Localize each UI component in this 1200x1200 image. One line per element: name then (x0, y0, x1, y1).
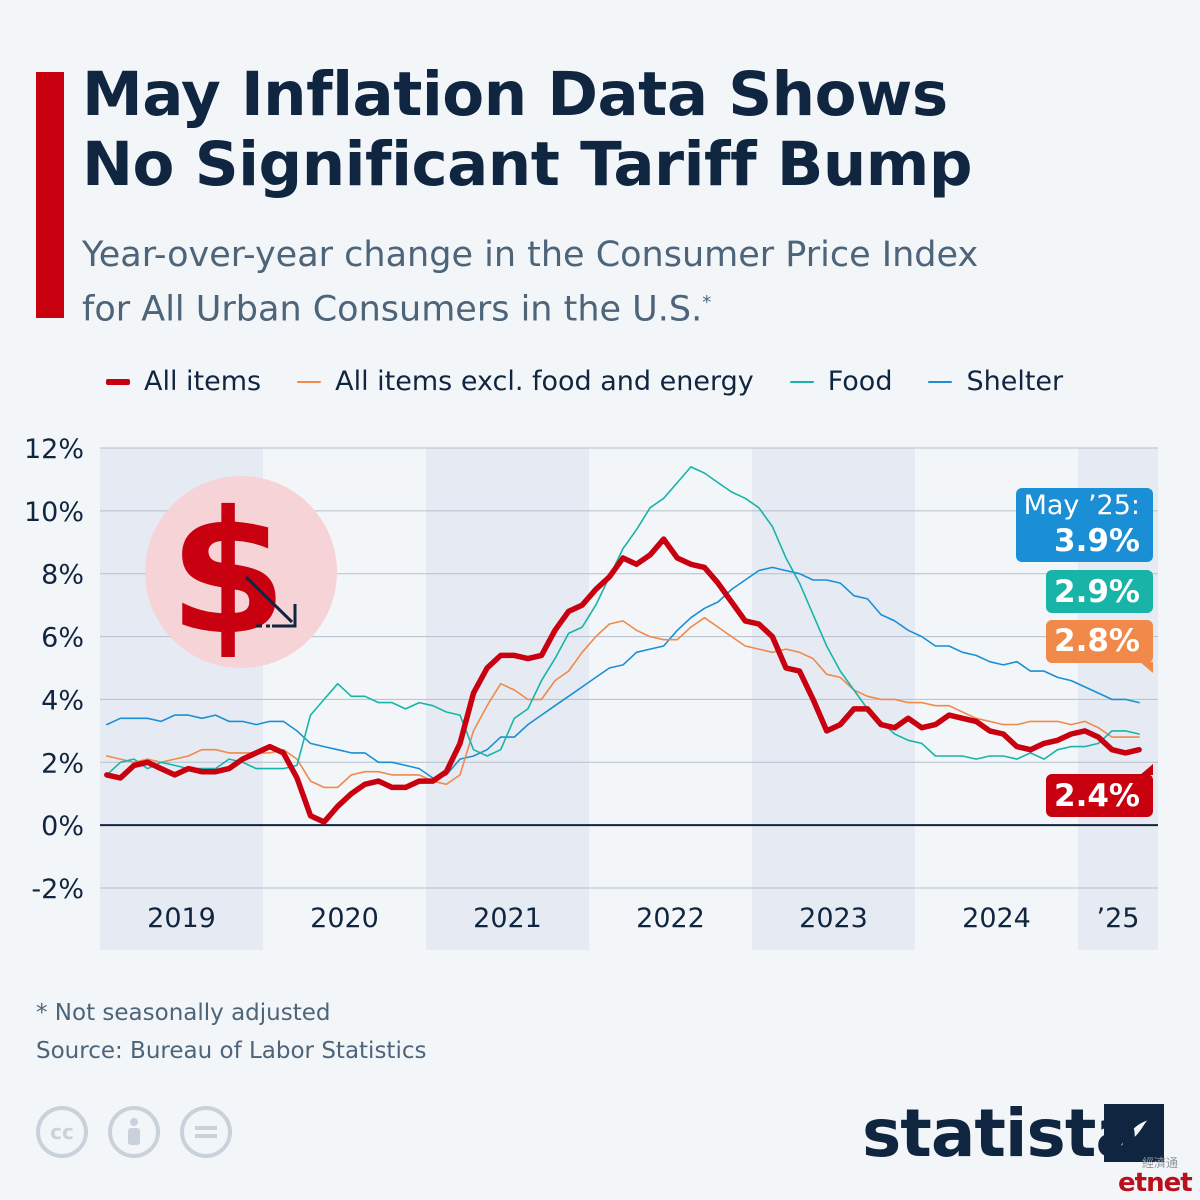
y-tick-labels: 12% 10% 8% 6% 4% 2% 0% -2% (24, 434, 84, 905)
callouts: May ’25:3.9% 2.9% 2.8% 2.4% (1016, 488, 1153, 817)
legend-label-food: Food (827, 366, 893, 397)
watermark-chinese: 經濟通 (1142, 1156, 1179, 1170)
callout-box-core (1046, 620, 1153, 663)
callout-value-food: 2.9% (1054, 574, 1140, 610)
legend-item-core: All items excl. food and energy (297, 366, 754, 397)
series-line-food (106, 466, 1140, 776)
legend-label-all-items: All items (144, 366, 262, 397)
legend-label-shelter: Shelter (966, 366, 1064, 397)
statista-logo-icon (1104, 1104, 1164, 1162)
attribution-icon[interactable] (108, 1106, 160, 1158)
callout-box-food (1046, 570, 1153, 613)
source-note: Source: Bureau of Labor Statistics (36, 1038, 427, 1064)
legend-swatch-food (789, 380, 814, 383)
chart-legend: All items All items excl. food and energ… (106, 366, 1099, 397)
year-label: 2024 (962, 903, 1031, 934)
legend-swatch-all-items (106, 378, 130, 385)
y-tick-label: 8% (41, 560, 84, 591)
callout-pointer-all-items (1140, 764, 1153, 775)
creative-commons-icon[interactable]: cc (36, 1106, 88, 1158)
statista-logo-text[interactable]: statista (862, 1095, 1140, 1172)
year-label: ’25 (1097, 903, 1140, 934)
y-tick-label: 10% (24, 497, 84, 528)
subtitle-line-1: Year-over-year change in the Consumer Pr… (82, 235, 979, 275)
cpi-line-chart: 12% 10% 8% 6% 4% 2% 0% -2% 2019 2020 2021 2022 2023… (24, 434, 1158, 950)
y-tick-label: 12% (24, 434, 84, 465)
callout-pointer-core (1140, 662, 1153, 673)
footnote-not-seasonally-adjusted: * Not seasonally adjusted (36, 1000, 331, 1026)
year-label: 2022 (636, 903, 705, 934)
series-lines (104, 466, 1142, 825)
y-tick-label: -2% (31, 874, 84, 905)
etnet-watermark: etnet (1118, 1168, 1193, 1198)
callout-box-all-items (1046, 774, 1153, 817)
legend-swatch-shelter (928, 380, 953, 383)
subtitle-line-2-wrap: for All Urban Consumers in the U.S.* (82, 279, 978, 334)
subtitle-footnote-marker: * (702, 292, 712, 313)
dollar-sign-icon: $ (169, 475, 287, 673)
callout-value-core: 2.8% (1054, 623, 1140, 659)
series-line-shelter (106, 566, 1140, 779)
y-tick-label: 2% (41, 748, 84, 779)
year-label: 2019 (147, 903, 216, 934)
title-line-1: May Inflation Data Shows (82, 59, 948, 130)
person-icon (128, 1118, 140, 1145)
legend-label-core: All items excl. food and energy (335, 366, 754, 397)
y-tick-label: 0% (41, 811, 84, 842)
year-label: 2020 (310, 903, 379, 934)
down-arrow-icon (244, 575, 297, 628)
subtitle-line-2: for All Urban Consumers in the U.S. (82, 289, 703, 330)
year-labels: 2019 2020 2021 2022 2023 2024 ’25 (147, 903, 1139, 934)
legend-swatch-core (297, 380, 322, 383)
legend-item-food: Food (789, 366, 893, 397)
no-derivatives-icon[interactable] (180, 1106, 232, 1158)
year-label: 2023 (799, 903, 868, 934)
callout-value-shelter: 3.9% (1054, 523, 1140, 559)
title-accent-bar (36, 72, 64, 318)
equals-icon (195, 1126, 217, 1138)
chart-subtitle: Year-over-year change in the Consumer Pr… (82, 232, 978, 334)
y-tick-label: 4% (41, 685, 84, 716)
legend-item-shelter: Shelter (928, 366, 1063, 397)
legend-item-all-items: All items (106, 366, 261, 397)
y-tick-label: 6% (41, 623, 84, 654)
series-line-all-items (104, 536, 1142, 825)
callout-box-shelter (1016, 488, 1153, 562)
callout-value-all-items: 2.4% (1054, 778, 1140, 814)
chart-title: May Inflation Data Shows No Significant … (82, 59, 973, 200)
dollar-down-icon: $ (145, 475, 337, 673)
title-line-2: No Significant Tariff Bump (82, 129, 973, 200)
callout-header-shelter: May ’25: (1024, 490, 1140, 521)
year-label: 2021 (473, 903, 542, 934)
